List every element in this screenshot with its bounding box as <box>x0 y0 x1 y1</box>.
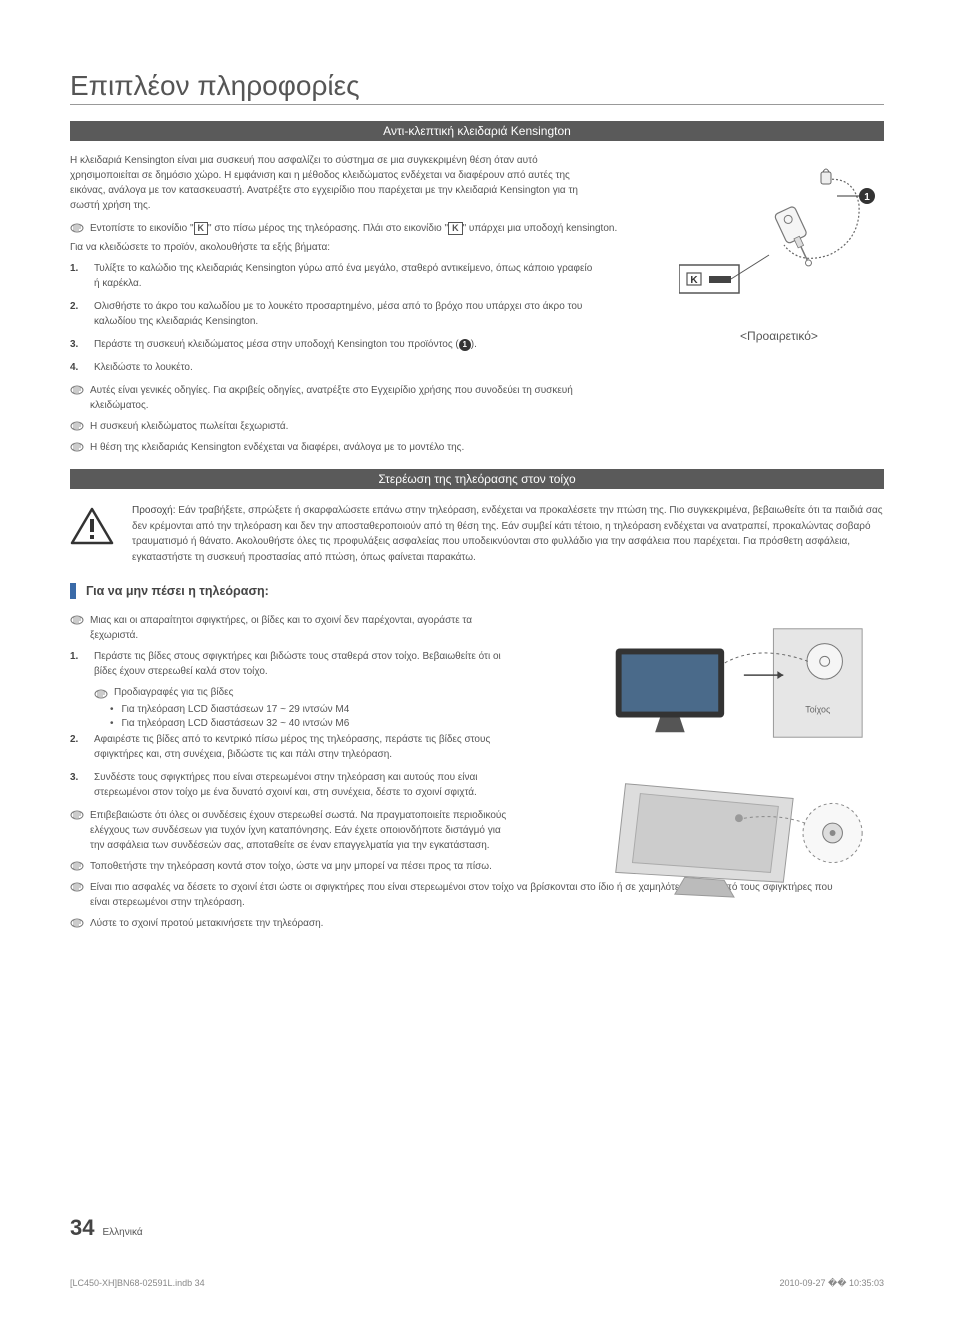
page-language: Ελληνικά <box>102 1227 142 1238</box>
svg-text:Τοίχος: Τοίχος <box>805 705 830 715</box>
tv-back-screw-diagram <box>584 763 884 903</box>
lock-glyph: K <box>194 222 209 235</box>
prevent-intro-note: Μιας και οι απαραίτητοι σφιγκτήρες, οι β… <box>70 613 510 643</box>
step-text: Ολισθήστε το άκρο του καλωδίου με το λου… <box>94 299 600 329</box>
page-title: Επιπλέον πληροφορίες <box>70 70 884 102</box>
sub-title: Για να μην πέσει η τηλεόραση: <box>86 584 269 598</box>
spec-bullet-1: • Για τηλεόραση LCD διαστάσεων 17 ~ 29 ι… <box>110 704 510 715</box>
note-icon <box>70 384 84 396</box>
step-text: Περάστε τις βίδες στους σφιγκτήρες και β… <box>94 649 510 679</box>
lock-glyph: K <box>448 222 463 235</box>
step-num: 1. <box>70 649 84 664</box>
kensington-diagram: 1 K <Προαιρετικό> <box>679 160 879 343</box>
kensington-note-a: Αυτές είναι γενικές οδηγίες. Για ακριβεί… <box>70 383 630 413</box>
step-num: 1. <box>70 261 84 276</box>
step-text: Περάστε τη συσκευή κλειδώματος μέσα στην… <box>94 337 477 352</box>
note-text: Μιας και οι απαραίτητοι σφιγκτήρες, οι β… <box>90 613 510 643</box>
step-num: 3. <box>70 770 84 785</box>
kensington-note-c: Η θέση της κλειδαριάς Kensington ενδέχετ… <box>70 440 630 455</box>
warning-icon <box>70 507 114 547</box>
step-1: 1. Τυλίξτε το καλώδιο της κλειδαριάς Ken… <box>70 261 600 291</box>
kensington-svg: 1 K <box>679 160 879 320</box>
step-3: 3. Περάστε τη συσκευή κλειδώματος μέσα σ… <box>70 337 600 352</box>
step-text: Συνδέστε τους σφιγκτήρες που είναι στερε… <box>94 770 510 800</box>
spec-bullet-2: • Για τηλεόραση LCD διαστάσεων 32 ~ 40 ι… <box>110 718 510 729</box>
warning-box: Προσοχή: Εάν τραβήξετε, σπρώξετε ή σκαρφ… <box>70 503 884 565</box>
warning-text: Προσοχή: Εάν τραβήξετε, σπρώξετε ή σκαρφ… <box>132 503 884 565</box>
step-num: 3. <box>70 337 84 352</box>
prevent-note-4: Λύστε το σχοινί προτού μετακινήσετε την … <box>70 916 850 931</box>
note-text: Η θέση της κλειδαριάς Kensington ενδέχετ… <box>90 440 464 455</box>
spec-lead: Προδιαγραφές για τις βίδες <box>94 687 510 700</box>
kensington-note-b: Η συσκευή κλειδώματος πωλείται ξεχωριστά… <box>70 419 630 434</box>
note-icon <box>70 809 84 821</box>
title-divider <box>70 104 884 105</box>
step-text: Κλειδώστε το λουκέτο. <box>94 360 193 375</box>
step-2: 2. Ολισθήστε το άκρο του καλωδίου με το … <box>70 299 600 329</box>
page-number: 34 <box>70 1215 94 1241</box>
note-text: Εντοπίστε το εικονίδιο "K" στο πίσω μέρο… <box>90 221 617 236</box>
section-header-wallmount: Στερέωση της τηλεόρασης στον τοίχο <box>70 469 884 489</box>
print-footer-left: [LC450-XH]BN68-02591L.indb 34 <box>70 1278 205 1289</box>
note-icon <box>70 614 84 626</box>
note-text: Αυτές είναι γενικές οδηγίες. Για ακριβεί… <box>90 383 630 413</box>
note-icon <box>94 688 108 700</box>
step-text: Τυλίξτε το καλώδιο της κλειδαριάς Kensin… <box>94 261 600 291</box>
subsection-header: Για να μην πέσει η τηλεόραση: <box>70 583 884 599</box>
page-footer: 34 Ελληνικά <box>70 1215 884 1241</box>
kensington-intro: Η κλειδαριά Kensington είναι μια συσκευή… <box>70 153 590 213</box>
section-header-kensington: Αντι-κλεπτική κλειδαριά Kensington <box>70 121 884 141</box>
prevent-note-1: Επιβεβαιώστε ότι όλες οι συνδέσεις έχουν… <box>70 808 510 853</box>
step-4: 4. Κλειδώστε το λουκέτο. <box>70 360 600 375</box>
note-text: Επιβεβαιώστε ότι όλες οι συνδέσεις έχουν… <box>90 808 510 853</box>
prevent-step-3: 3. Συνδέστε τους σφιγκτήρες που είναι στ… <box>70 770 510 800</box>
note-icon <box>70 881 84 893</box>
note-icon <box>70 420 84 432</box>
note-icon <box>70 222 84 234</box>
marker-1-inline: 1 <box>459 339 471 351</box>
prevent-fall-diagrams: Τοίχος <box>584 613 884 903</box>
note-icon <box>70 860 84 872</box>
step-num: 2. <box>70 299 84 314</box>
step-num: 4. <box>70 360 84 375</box>
kensington-note-1: Εντοπίστε το εικονίδιο "K" στο πίσω μέρο… <box>70 221 630 236</box>
note-icon <box>70 917 84 929</box>
diagram-caption: <Προαιρετικό> <box>679 329 879 343</box>
diagram-marker-1: 1 <box>864 192 870 203</box>
prevent-step-2: 2. Αφαιρέστε τις βίδες από το κεντρικό π… <box>70 732 510 762</box>
svg-text:K: K <box>690 275 698 286</box>
note-text: Λύστε το σχοινί προτού μετακινήσετε την … <box>90 916 323 931</box>
print-footer-right: 2010-09-27 �� 10:35:03 <box>779 1278 884 1289</box>
note-icon <box>70 441 84 453</box>
step-num: 2. <box>70 732 84 747</box>
prevent-note-2: Τοποθετήστε την τηλεόραση κοντά στον τοί… <box>70 859 510 874</box>
step-text: Αφαιρέστε τις βίδες από το κεντρικό πίσω… <box>94 732 510 762</box>
sub-bar <box>70 583 76 599</box>
prevent-step-1: 1. Περάστε τις βίδες στους σφιγκτήρες κα… <box>70 649 510 679</box>
note-text: Τοποθετήστε την τηλεόραση κοντά στον τοί… <box>90 859 492 874</box>
note-text: Η συσκευή κλειδώματος πωλείται ξεχωριστά… <box>90 419 288 434</box>
wall-bracket-diagram: Τοίχος <box>584 613 884 753</box>
print-footer: [LC450-XH]BN68-02591L.indb 34 2010-09-27… <box>70 1278 884 1289</box>
